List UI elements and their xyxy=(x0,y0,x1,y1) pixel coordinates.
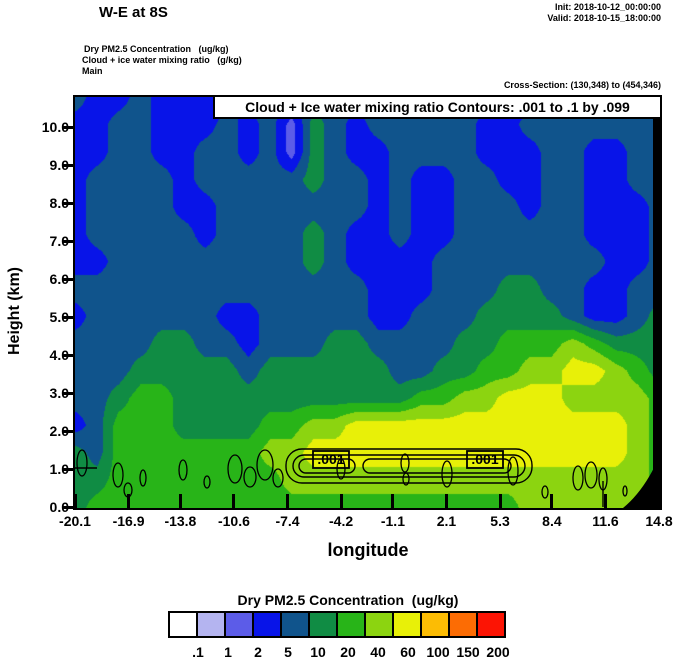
colorbar xyxy=(168,611,506,638)
contour-info-banner: Cloud + Ice water mixing ratio Contours:… xyxy=(213,95,662,119)
x-tick-label: -13.8 xyxy=(164,513,197,529)
x-tick-mark xyxy=(339,494,343,508)
colorbar-tick-label: 1 xyxy=(224,644,232,660)
x-tick-mark xyxy=(444,494,448,508)
y-tick-label: 5.0 xyxy=(49,309,69,326)
x-tick-label: -16.9 xyxy=(112,513,145,529)
x-tick-mark xyxy=(657,494,661,508)
colorbar-cell xyxy=(308,611,338,638)
y-tick-mark xyxy=(62,315,73,319)
colorbar-cell xyxy=(168,611,198,638)
y-tick-mark xyxy=(62,505,73,509)
x-tick-label: 14.8 xyxy=(645,513,673,529)
cross-section-label: Cross-Section: (130,348) to (454,346) xyxy=(503,80,661,90)
x-tick-label: -7.4 xyxy=(275,513,300,529)
colorbar-cell xyxy=(420,611,450,638)
y-tick-label: 2.0 xyxy=(49,423,69,440)
x-tick-label: -4.2 xyxy=(329,513,354,529)
colorbar-cell xyxy=(364,611,394,638)
y-tick-mark xyxy=(62,429,73,433)
colorbar-tick-label: 20 xyxy=(340,644,356,660)
colorbar-tick-label: 10 xyxy=(310,644,326,660)
y-tick-label: 1.0 xyxy=(49,461,69,478)
colorbar-tick-label: 60 xyxy=(400,644,416,660)
x-tick-label: 11.6 xyxy=(592,513,619,529)
colorbar-tick-label: 100 xyxy=(426,644,450,660)
x-tick-label: 2.1 xyxy=(436,513,457,529)
y-tick-mark xyxy=(62,163,73,167)
x-axis-title: longitude xyxy=(327,540,409,560)
colorbar-tick-label: 150 xyxy=(456,644,480,660)
colorbar-cell xyxy=(476,611,506,638)
colorbar-cell xyxy=(392,611,422,638)
colorbar-cell xyxy=(252,611,282,638)
x-tick-mark xyxy=(127,494,131,508)
y-tick-mark xyxy=(62,125,73,129)
colorbar-tick-label: 40 xyxy=(370,644,386,660)
colorbar-tick-label: .1 xyxy=(192,644,204,660)
x-tick-mark xyxy=(391,494,395,508)
colorbar-cell xyxy=(448,611,478,638)
colorbar-tick-label: 5 xyxy=(284,644,292,660)
plot-area: .001.001 Cloud + Ice water mixing ratio … xyxy=(73,95,662,510)
y-tick-mark xyxy=(62,467,73,471)
y-tick-mark xyxy=(62,277,73,281)
y-tick-mark xyxy=(62,239,73,243)
x-tick-mark xyxy=(550,494,554,508)
x-tick-mark xyxy=(232,494,236,508)
colorbar-cell xyxy=(336,611,366,638)
x-tick-mark xyxy=(73,494,77,508)
field-label-cloud-ice: Cloud + ice water mixing ratio (g/kg) xyxy=(82,55,242,65)
y-tick-label: 9.0 xyxy=(49,157,69,174)
colorbar-cell xyxy=(280,611,310,638)
field-label-main: Main xyxy=(82,66,103,76)
colorbar-cell xyxy=(224,611,254,638)
x-tick-label: 5.3 xyxy=(490,513,510,529)
x-tick-label: -10.6 xyxy=(217,513,250,529)
valid-time-label: Valid: 2018-10-15_18:00:00 xyxy=(547,13,661,23)
y-tick-label: 0.0 xyxy=(49,499,69,515)
x-tick-mark xyxy=(603,494,607,508)
y-tick-mark xyxy=(62,391,73,395)
y-tick-label: 10.0 xyxy=(41,119,69,136)
colorbar-title: Dry PM2.5 Concentration (ug/kg) xyxy=(237,592,459,608)
x-tick-mark xyxy=(286,494,290,508)
y-tick-label: 3.0 xyxy=(49,385,69,402)
y-tick-mark xyxy=(62,353,73,357)
x-tick-mark xyxy=(498,494,502,508)
y-tick-label: 7.0 xyxy=(49,233,69,250)
y-tick-label: 4.0 xyxy=(49,347,69,364)
init-time-label: Init: 2018-10-12_00:00:00 xyxy=(554,2,661,12)
y-tick-mark xyxy=(62,201,73,205)
x-tick-label: -1.1 xyxy=(380,513,405,529)
page-title: W-E at 8S xyxy=(99,4,168,21)
y-tick-label: 6.0 xyxy=(49,271,69,288)
x-tick-label: -20.1 xyxy=(59,513,91,529)
x-tick-label: 8.4 xyxy=(542,513,562,529)
filled-contour-canvas xyxy=(75,97,660,508)
x-tick-mark xyxy=(178,494,182,508)
colorbar-tick-label: 2 xyxy=(254,644,262,660)
colorbar-cell xyxy=(196,611,226,638)
field-label-dry-pm25: Dry PM2.5 Concentration (ug/kg) xyxy=(84,44,229,54)
colorbar-tick-label: 200 xyxy=(486,644,510,660)
y-tick-label: 8.0 xyxy=(49,195,69,212)
